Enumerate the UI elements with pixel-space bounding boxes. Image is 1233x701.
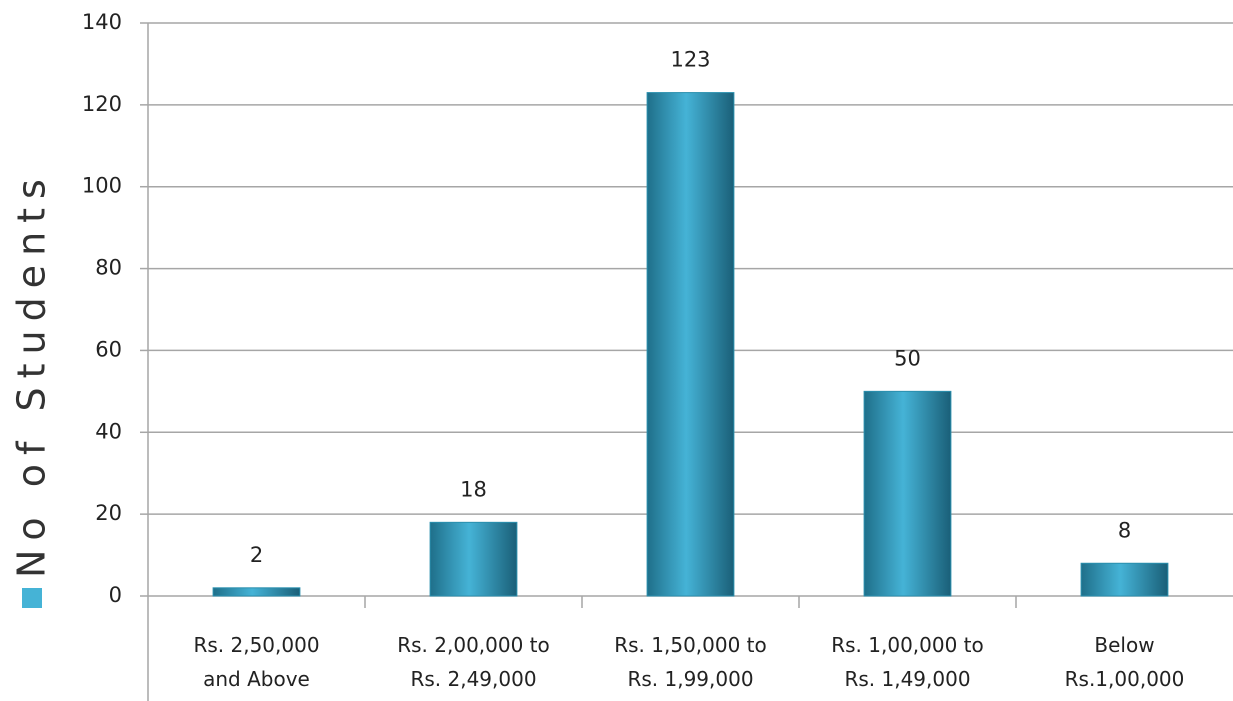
legend-label: No of Students xyxy=(10,170,54,578)
data-label: 123 xyxy=(670,48,710,72)
x-tick-label: Rs. 2,50,000 and Above xyxy=(193,633,320,691)
bar xyxy=(212,587,301,597)
data-label: 50 xyxy=(894,346,921,370)
bar xyxy=(1080,562,1169,597)
legend-swatch xyxy=(22,588,42,608)
bar xyxy=(863,390,952,597)
bar xyxy=(429,521,518,597)
y-tick-label: 40 xyxy=(95,419,122,443)
bar xyxy=(646,92,735,597)
y-tick-label: 140 xyxy=(82,10,122,34)
y-tick-label: 0 xyxy=(109,583,122,607)
data-label: 2 xyxy=(250,543,263,567)
y-tick-label: 20 xyxy=(95,501,122,525)
y-tick-label: 100 xyxy=(82,174,122,198)
y-tick-label: 80 xyxy=(95,256,122,280)
y-tick-label: 120 xyxy=(82,92,122,116)
x-tick-label: Below Rs.1,00,000 xyxy=(1064,633,1185,691)
data-label: 18 xyxy=(460,477,487,501)
data-label: 8 xyxy=(1118,518,1131,542)
y-tick-label: 60 xyxy=(95,337,122,361)
x-tick-label: Rs. 1,00,000 to Rs. 1,49,000 xyxy=(831,633,984,691)
x-tick-label: Rs. 1,50,000 to Rs. 1,99,000 xyxy=(614,633,767,691)
x-tick-label: Rs. 2,00,000 to Rs. 2,49,000 xyxy=(397,633,550,691)
